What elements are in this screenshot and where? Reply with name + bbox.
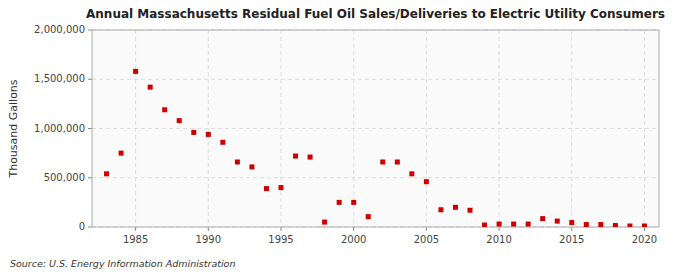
point [511, 222, 516, 227]
point [220, 140, 225, 145]
point [613, 223, 618, 227]
y-tick [88, 30, 92, 31]
point [279, 185, 284, 190]
point [235, 159, 240, 164]
y-tick-label: 500,000 [44, 172, 85, 183]
x-grid-line [426, 30, 427, 227]
point [526, 222, 531, 227]
point [119, 151, 124, 156]
point [569, 220, 574, 225]
point [409, 171, 414, 176]
x-tick [426, 227, 427, 231]
y-tick [88, 177, 92, 178]
point [177, 118, 182, 123]
point [627, 224, 632, 227]
x-grid-line [281, 30, 282, 227]
point [293, 154, 298, 159]
point [468, 208, 473, 213]
point [351, 200, 356, 205]
point [249, 164, 254, 169]
y-axis-label: Thousand Gallons [7, 79, 20, 178]
axes: 0 500,000 1,000,000 1,500,000 2,000,000 1985 1… [34, 24, 657, 245]
grid [92, 30, 659, 227]
x-tick [135, 227, 136, 231]
x-tick [571, 227, 572, 231]
point [424, 179, 429, 184]
point [380, 159, 385, 164]
title: Annual Massachusetts Residual Fuel Oil S… [86, 7, 665, 21]
x-tick [281, 227, 282, 231]
point [308, 155, 313, 160]
x-grid-line [208, 30, 209, 227]
y-tick-label: 1,500,000 [34, 73, 85, 84]
point [104, 171, 109, 176]
points [104, 69, 647, 227]
point [206, 132, 211, 137]
plot-frame [92, 30, 659, 227]
point [540, 216, 545, 221]
point [191, 130, 196, 135]
y-tick [88, 79, 92, 80]
x-tick-label: 1995 [268, 234, 293, 245]
point [162, 107, 167, 112]
point [322, 220, 327, 225]
x-tick-label: 1985 [123, 234, 148, 245]
chart-svg: 0 500,000 1,000,000 1,500,000 2,000,000 1985 1… [0, 0, 675, 275]
x-tick-label: 2000 [341, 234, 366, 245]
point [438, 207, 443, 212]
point [453, 205, 458, 210]
plot-background [92, 30, 659, 227]
x-tick-label: 2020 [632, 234, 657, 245]
point [555, 219, 560, 224]
x-tick [499, 227, 500, 231]
x-tick-label: 2010 [486, 234, 511, 245]
chart-container: 0 500,000 1,000,000 1,500,000 2,000,000 1985 1… [0, 0, 675, 275]
y-grid-line [92, 79, 659, 80]
y-tick [88, 128, 92, 129]
y-grid-line [92, 177, 659, 178]
x-grid-line [644, 30, 645, 227]
x-grid-line [135, 30, 136, 227]
source-annotation: Source: U.S. Energy Information Administ… [10, 258, 235, 269]
point [482, 223, 487, 227]
x-grid-line [353, 30, 354, 227]
x-tick [644, 227, 645, 231]
x-tick [353, 227, 354, 231]
point [148, 85, 153, 90]
point [584, 222, 589, 227]
y-tick-label: 1,000,000 [34, 123, 85, 134]
x-grid-line [571, 30, 572, 227]
y-grid-line [92, 128, 659, 129]
x-grid-line [499, 30, 500, 227]
x-tick-label: 2005 [414, 234, 439, 245]
y-tick-label: 2,000,000 [34, 24, 85, 35]
point [337, 200, 342, 205]
x-tick-label: 1990 [196, 234, 221, 245]
point [395, 159, 400, 164]
y-tick-label: 0 [79, 221, 85, 232]
y-tick [88, 227, 92, 228]
x-tick-label: 2015 [559, 234, 584, 245]
point [264, 186, 269, 191]
point [133, 69, 138, 74]
point [497, 222, 502, 227]
point [642, 224, 647, 227]
x-tick [208, 227, 209, 231]
point [366, 214, 371, 219]
point [598, 222, 603, 227]
